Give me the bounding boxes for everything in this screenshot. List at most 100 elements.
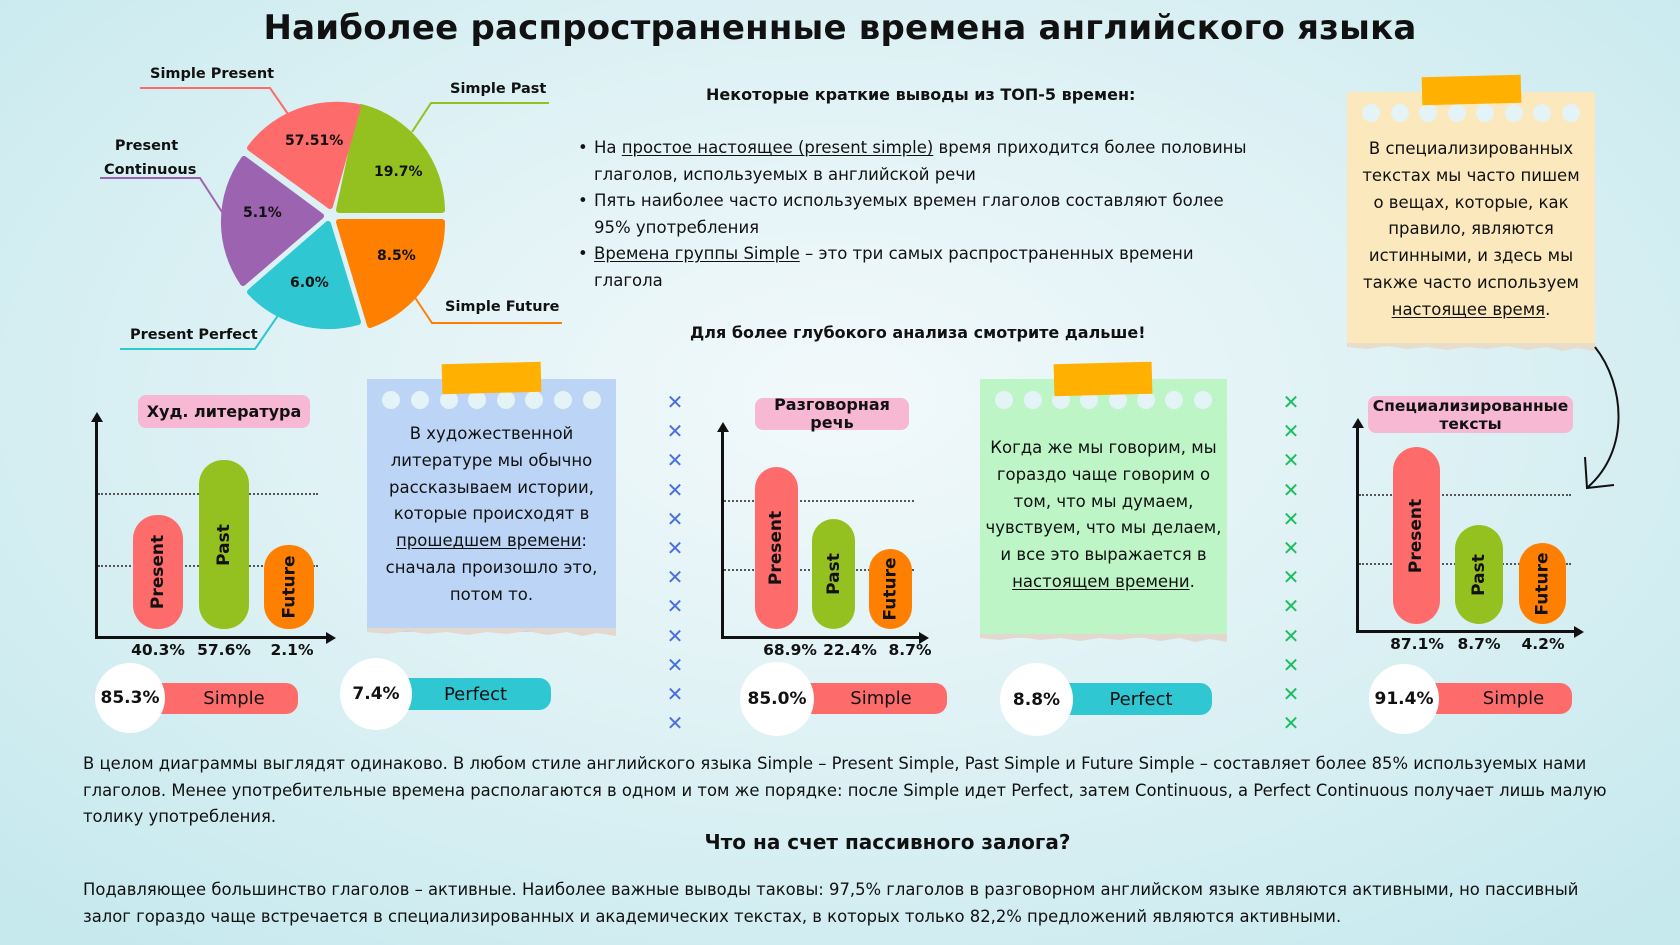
note-line: том, что мы думаем,: [1013, 491, 1194, 511]
bar-value: 8.7%: [888, 641, 932, 659]
note-line: Когда же мы говорим, мы: [990, 438, 1217, 457]
simple-total-value: 91.4%: [1369, 664, 1439, 734]
note-link[interactable]: настоящем времени: [1012, 571, 1190, 591]
note-line: литературе мы обычно: [390, 450, 593, 470]
note-paper: [367, 379, 616, 632]
note-holes: [1347, 104, 1595, 122]
curved-arrow-icon: [1584, 346, 1620, 490]
chart-title: Худ. литература: [138, 395, 310, 428]
y-axis: [721, 428, 724, 639]
slice-simple-present: [247, 101, 361, 209]
more-analysis-heading: Для более глубокого анализа смотрите дал…: [690, 323, 1146, 342]
perfect-total-value: 8.8%: [1000, 663, 1073, 736]
bullet-link[interactable]: Времена группы Simple: [594, 244, 800, 263]
note-line: также часто используем: [1363, 272, 1579, 292]
x-axis: [1356, 630, 1576, 633]
note-link[interactable]: настоящее время: [1391, 299, 1546, 319]
note-link[interactable]: прошедшем времени: [396, 531, 582, 551]
pie-label-simple-present: Simple Present: [150, 66, 275, 82]
bar-value: 2.1%: [270, 641, 314, 659]
axis-arrow-icon: [919, 631, 929, 644]
axis-arrow-icon: [1351, 418, 1364, 428]
pie-label-simple-future: Simple Future: [445, 299, 560, 315]
bar-present: Present: [133, 515, 183, 629]
note-line: чувствуем, что мы делаем,: [985, 518, 1222, 538]
note-text: Когда же мы говорим, мы гораздо чаще гов…: [980, 435, 1227, 596]
pie-value-present-perfect: 6.0%: [290, 275, 329, 291]
bar-future: Future: [869, 549, 912, 629]
note-line: истинными, и здесь мы: [1368, 246, 1574, 266]
bullet-item: На простое настоящее (present simple) вр…: [578, 135, 1258, 188]
bar-value: 4.2%: [1521, 635, 1565, 653]
bullet-text: Пять наиболее часто используемых времен …: [594, 191, 1224, 237]
bullet-text: – это три самых распространенных времени…: [594, 244, 1194, 290]
pie-value-simple-present: 57.51%: [285, 133, 344, 149]
pie-label-line: Continuous: [104, 162, 197, 178]
chart-title-line: тексты: [1439, 414, 1502, 433]
chart-title: Специализированные тексты: [1368, 396, 1573, 433]
x-divider-green: ✕ ✕ ✕ ✕ ✕ ✕ ✕ ✕ ✕ ✕ ✕ ✕: [1282, 390, 1300, 736]
simple-total-value: 85.3%: [95, 663, 165, 733]
note-line: настоящее время.: [1391, 299, 1551, 319]
pie-label-present-perfect: Present Perfect: [130, 327, 258, 343]
bar-past: Past: [199, 460, 249, 629]
axis-arrow-icon: [326, 631, 336, 644]
note-line: настоящем времени.: [1012, 571, 1195, 591]
leader-simple-past: [411, 102, 549, 133]
note-paper: [980, 379, 1227, 638]
bullet-item: Пять наиболее часто используемых времен …: [578, 188, 1258, 241]
tape: [1421, 74, 1522, 106]
pie-label-simple-past: Simple Past: [450, 81, 547, 97]
chart-title-line: Специализированные: [1372, 396, 1569, 415]
gridline: [1359, 494, 1571, 496]
bullet-item: Времена группы Simple – это три самых ра…: [578, 241, 1258, 294]
simple-total-bar: Simple: [1425, 683, 1572, 714]
bar-value: 68.9%: [763, 641, 817, 659]
note-fiction: В художественной литературе мы обычно ра…: [367, 361, 616, 636]
note-line: В специализированных: [1368, 139, 1574, 158]
gridline: [724, 500, 914, 502]
passive-paragraph: Подавляющее большинство глаголов – актив…: [83, 880, 1579, 926]
note-line: сначала произошло это,: [385, 557, 598, 577]
x-axis: [721, 636, 921, 639]
tape: [441, 361, 542, 395]
note-specialized: В специализированных текстах мы часто пи…: [1347, 74, 1595, 351]
bullet-text: На: [594, 138, 622, 157]
axis-arrow-icon: [716, 422, 729, 432]
bar-value: 40.3%: [131, 641, 185, 659]
note-line: прошедшем времени:: [396, 531, 587, 551]
note-conversation: Когда же мы говорим, мы гораздо чаще гов…: [980, 361, 1227, 642]
bar-present: Present: [755, 467, 798, 629]
torn-edge: [980, 634, 1227, 642]
perfect-total-bar: Perfect: [1050, 683, 1212, 715]
leader-simple-present: [140, 87, 289, 115]
pie-label-line: Present: [114, 138, 179, 154]
note-line: правило, являются: [1388, 219, 1554, 239]
bar-future: Future: [264, 545, 314, 629]
summary-heading: Некоторые краткие выводы из ТОП-5 времен…: [706, 85, 1136, 104]
bullet-link[interactable]: простое настоящее (present simple): [621, 138, 934, 157]
passive-heading: Что на счет пассивного залога?: [704, 830, 1071, 854]
note-paper: [1347, 92, 1595, 347]
slice-present-continuous: [220, 156, 324, 286]
note-line: рассказываем истории,: [389, 477, 594, 497]
bar-value: 22.4%: [823, 641, 877, 659]
bar-value: 57.6%: [197, 641, 251, 659]
bar-value: 87.1%: [1390, 635, 1444, 653]
slice-simple-past: [336, 104, 445, 213]
note-line: В художественной: [409, 424, 574, 443]
page-title: Наиболее распространенные времена англий…: [263, 8, 1417, 48]
bar-past: Past: [1455, 525, 1503, 624]
torn-edge: [1347, 343, 1595, 351]
bar-future: Future: [1519, 543, 1566, 624]
note-line: гораздо чаще говорим о: [996, 464, 1211, 484]
x-divider-blue: ✕ ✕ ✕ ✕ ✕ ✕ ✕ ✕ ✕ ✕ ✕ ✕: [666, 390, 684, 736]
pie-label-present-continuous: Present Continuous: [104, 134, 197, 182]
simple-total-value: 85.0%: [740, 662, 814, 736]
pie-chart: [100, 87, 562, 350]
conclusion-paragraph: В целом диаграммы выглядят одинаково. В …: [83, 754, 1607, 826]
leader-present-continuous: [100, 177, 223, 213]
axis-arrow-icon: [1574, 625, 1584, 638]
y-axis: [1356, 424, 1359, 633]
perfect-total-value: 7.4%: [340, 658, 412, 730]
